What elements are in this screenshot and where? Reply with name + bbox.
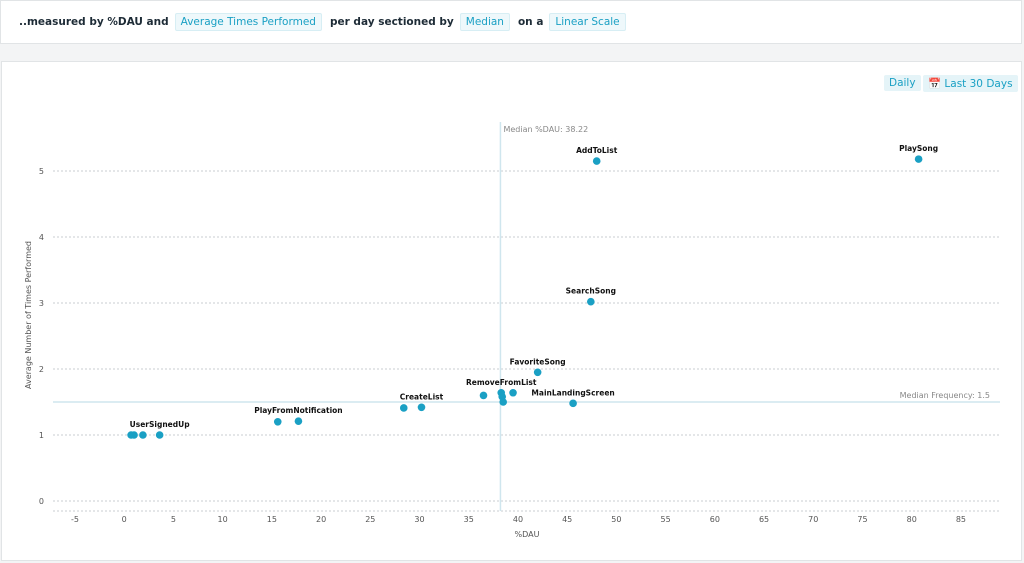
x-tick-label: 15	[267, 515, 277, 524]
point-label: PlayFromNotification	[254, 406, 342, 415]
query-prefix: ..measured by %DAU and	[19, 16, 169, 28]
query-middle: per day sectioned by	[329, 16, 454, 28]
y-tick-label: 1	[39, 431, 44, 440]
point-label: PlaySong	[899, 144, 938, 153]
data-point[interactable]	[399, 404, 408, 412]
x-tick-label: 80	[907, 515, 917, 524]
calendar-icon: 📅	[928, 78, 942, 90]
y-tick-label: 4	[39, 233, 44, 242]
point-label: FavoriteSong	[510, 357, 566, 366]
point-label: CreateList	[400, 392, 444, 401]
x-tick-label: 35	[464, 515, 474, 524]
metric-selector[interactable]: Average Times Performed	[174, 13, 322, 31]
granularity-button[interactable]: Daily	[884, 75, 921, 91]
query-bar: ..measured by %DAU and Average Times Per…	[0, 0, 1022, 44]
x-tick-label: 45	[562, 515, 572, 524]
y-axis-label: Average Number of Times Performed	[24, 241, 33, 389]
point-label: SearchSong	[566, 287, 616, 296]
x-tick-label: 5	[171, 515, 176, 524]
x-tick-label: -5	[71, 515, 79, 524]
x-tick-label: 65	[759, 515, 769, 524]
x-tick-label: 0	[122, 515, 127, 524]
x-tick-label: 50	[611, 515, 621, 524]
date-range-button[interactable]: 📅 Last 30 Days	[923, 75, 1018, 92]
data-point[interactable]	[499, 398, 507, 406]
x-tick-label: 55	[661, 515, 671, 524]
x-tick-label: 10	[218, 515, 228, 524]
x-tick-label: 20	[316, 515, 326, 524]
y-tick-label: 0	[39, 497, 44, 506]
x-tick-label: 25	[365, 515, 375, 524]
section-selector[interactable]: Median	[459, 13, 510, 31]
query-on: on a	[517, 16, 544, 28]
data-point[interactable]	[479, 391, 488, 400]
y-tick-label: 3	[39, 299, 44, 308]
data-point[interactable]	[273, 418, 282, 426]
point-label: RemoveFromList	[466, 378, 537, 387]
x-tick-label: 60	[710, 515, 720, 524]
data-point[interactable]	[155, 431, 164, 439]
median-y-label: Median Frequency: 1.5	[900, 391, 990, 400]
point-label: AddToList	[576, 146, 618, 155]
x-axis-label: %DAU	[515, 530, 540, 539]
data-point[interactable]	[139, 431, 147, 439]
data-point[interactable]	[533, 368, 542, 377]
point-label: MainLandingScreen	[531, 388, 614, 397]
x-tick-label: 40	[513, 515, 523, 524]
data-point[interactable]	[587, 297, 595, 306]
point-label: UserSignedUp	[130, 420, 191, 429]
date-range-label: Last 30 Days	[944, 78, 1013, 90]
data-point[interactable]	[914, 155, 923, 163]
data-point[interactable]	[294, 417, 303, 425]
y-tick-label: 2	[39, 365, 44, 374]
data-point[interactable]	[569, 399, 577, 408]
median-x-label: Median %DAU: 38.22	[503, 125, 588, 134]
data-point[interactable]	[417, 403, 426, 412]
chart-panel: Daily 📅 Last 30 Days	[1, 61, 1022, 561]
data-point[interactable]	[509, 388, 517, 397]
scale-selector[interactable]: Linear Scale	[549, 13, 626, 31]
data-point[interactable]	[592, 157, 601, 165]
x-tick-label: 75	[857, 515, 867, 524]
y-tick-label: 5	[39, 167, 44, 176]
data-point[interactable]	[130, 431, 138, 439]
x-tick-label: 70	[808, 515, 818, 524]
x-tick-label: 30	[414, 515, 424, 524]
x-tick-label: 85	[956, 515, 966, 524]
